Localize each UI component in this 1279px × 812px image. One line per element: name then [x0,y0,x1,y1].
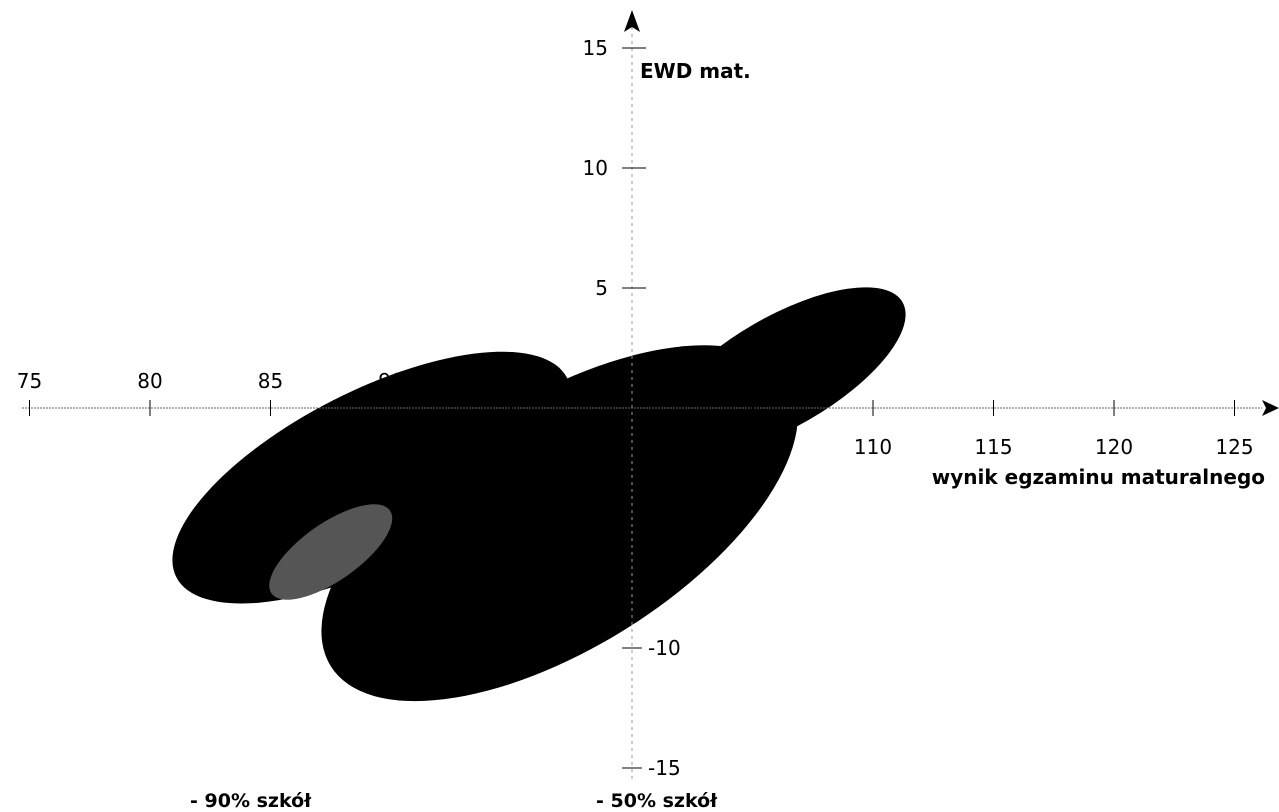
ellipses-layer [172,287,906,702]
ellipse-4 [269,504,393,600]
x-tick-label-120: 120 [1095,435,1133,459]
x-tick-label-90: 90 [378,369,403,393]
y-tick-label--15: -15 [648,756,681,780]
y-tick-label-15: 15 [583,36,608,60]
legend-item-90: - 90% szkół [190,790,312,812]
y-axis-arrow [624,10,640,32]
x-axis-title: wynik egzaminu maturalnego [932,465,1265,489]
ellipse-3 [657,287,906,457]
x-tick-label-125: 125 [1215,435,1253,459]
x-tick-label-95: 95 [499,369,524,393]
x-tick-label-80: 80 [137,369,162,393]
y-tick-label--5: -5 [648,516,668,540]
x-tick-label-75: 75 [17,369,42,393]
y-axis-title: EWD mat. [640,59,751,83]
y-tick-label-10: 10 [583,156,608,180]
x-tick-label-85: 85 [258,369,283,393]
legend-item-50: - 50% szkół [596,790,718,812]
y-tick-label-5: 5 [595,276,608,300]
x-tick-label-105: 105 [733,435,771,459]
labels-layer: wynik egzaminu maturalnego EWD mat. - 90… [190,59,1265,812]
x-tick-label-110: 110 [854,435,892,459]
x-tick-label-115: 115 [974,435,1012,459]
y-tick-label--10: -10 [648,636,681,660]
x-axis-arrow [1262,400,1279,416]
